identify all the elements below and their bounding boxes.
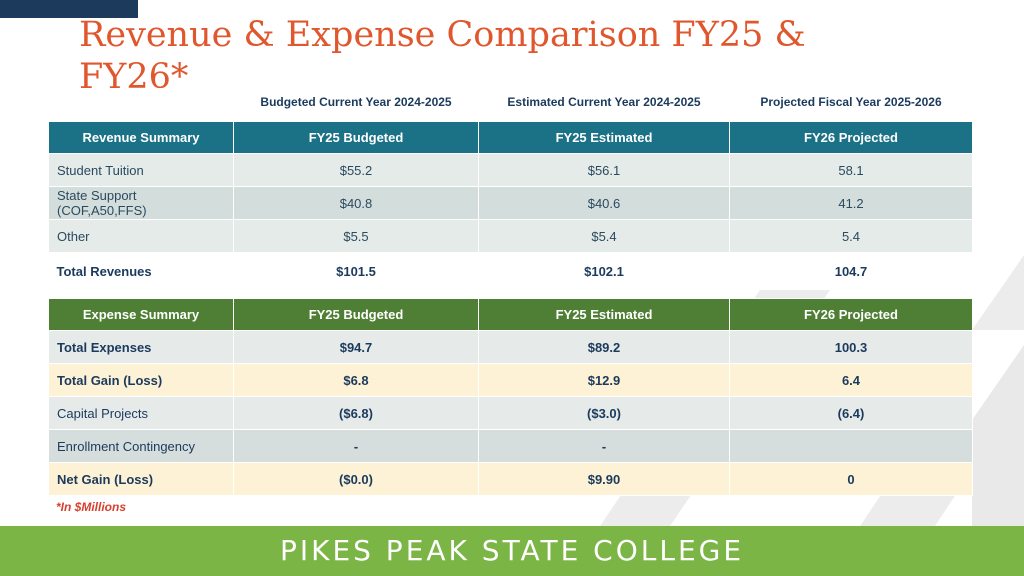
table-cell: $5.5 — [233, 219, 479, 253]
table-cell: $55.2 — [233, 153, 479, 187]
column-heading-projected: Projected Fiscal Year 2025-2026 — [760, 95, 942, 109]
table-cell: (6.4) — [729, 396, 973, 430]
table-row: Net Gain (Loss) ($0.0) $9.90 0 — [48, 462, 973, 496]
row-label: Net Gain (Loss) — [48, 462, 234, 496]
revenue-table: Revenue Summary FY25 Budgeted FY25 Estim… — [48, 121, 973, 290]
table-cell: 104.7 — [729, 252, 973, 290]
revenue-header-row: Revenue Summary FY25 Budgeted FY25 Estim… — [48, 121, 973, 154]
table-cell: 0 — [729, 462, 973, 496]
table-cell: $89.2 — [478, 330, 730, 364]
revenue-summary-header: Revenue Summary — [48, 121, 234, 154]
column-headings: Budgeted Current Year 2024-2025 Estimate… — [0, 95, 1024, 113]
fy25-budgeted-header: FY25 Budgeted — [233, 298, 479, 331]
table-cell: $94.7 — [233, 330, 479, 364]
table-row: Enrollment Contingency - - — [48, 429, 973, 463]
table-cell: $40.8 — [233, 186, 479, 220]
row-label: Total Gain (Loss) — [48, 363, 234, 397]
table-cell: $5.4 — [478, 219, 730, 253]
row-label: Enrollment Contingency — [48, 429, 234, 463]
fy25-estimated-header: FY25 Estimated — [478, 121, 730, 154]
fy26-projected-header: FY26 Projected — [729, 298, 973, 331]
row-label: Total Revenues — [48, 252, 234, 290]
fy25-estimated-header: FY25 Estimated — [478, 298, 730, 331]
table-row: Total Gain (Loss) $6.8 $12.9 6.4 — [48, 363, 973, 397]
table-cell: $56.1 — [478, 153, 730, 187]
row-label: State Support (COF,A50,FFS) — [48, 186, 234, 220]
column-heading-estimated: Estimated Current Year 2024-2025 — [507, 95, 701, 109]
expense-summary-header: Expense Summary — [48, 298, 234, 331]
table-cell: 58.1 — [729, 153, 973, 187]
table-cell: - — [233, 429, 479, 463]
table-row: Capital Projects ($6.8) ($3.0) (6.4) — [48, 396, 973, 430]
table-cell: 6.4 — [729, 363, 973, 397]
row-label: Other — [48, 219, 234, 253]
table-row: Student Tuition $55.2 $56.1 58.1 — [48, 153, 973, 187]
table-cell: 41.2 — [729, 186, 973, 220]
table-cell: ($0.0) — [233, 462, 479, 496]
table-cell: $6.8 — [233, 363, 479, 397]
footnote: *In $Millions — [56, 500, 127, 514]
table-cell: $40.6 — [478, 186, 730, 220]
expense-table: Expense Summary FY25 Budgeted FY25 Estim… — [48, 298, 973, 496]
expense-header-row: Expense Summary FY25 Budgeted FY25 Estim… — [48, 298, 973, 331]
row-label: Student Tuition — [48, 153, 234, 187]
column-heading-budgeted: Budgeted Current Year 2024-2025 — [260, 95, 452, 109]
total-revenues-row: Total Revenues $101.5 $102.1 104.7 — [48, 252, 973, 290]
table-cell: 5.4 — [729, 219, 973, 253]
table-cell: $102.1 — [478, 252, 730, 290]
table-cell — [729, 429, 973, 463]
top-accent-bar — [0, 0, 138, 18]
table-cell: 100.3 — [729, 330, 973, 364]
fy26-projected-header: FY26 Projected — [729, 121, 973, 154]
college-name: PIKES PEAK STATE COLLEGE — [279, 534, 745, 567]
table-cell: ($3.0) — [478, 396, 730, 430]
table-row: Total Expenses $94.7 $89.2 100.3 — [48, 330, 973, 364]
table-cell: ($6.8) — [233, 396, 479, 430]
table-cell: - — [478, 429, 730, 463]
table-cell: $9.90 — [478, 462, 730, 496]
page-title: Revenue & Expense Comparison FY25 & FY26… — [79, 15, 806, 97]
table-row: Other $5.5 $5.4 5.4 — [48, 219, 973, 253]
fy25-budgeted-header: FY25 Budgeted — [233, 121, 479, 154]
footer-band: PIKES PEAK STATE COLLEGE — [0, 526, 1024, 576]
table-cell: $101.5 — [233, 252, 479, 290]
table-cell: $12.9 — [478, 363, 730, 397]
row-label: Capital Projects — [48, 396, 234, 430]
table-row: State Support (COF,A50,FFS) $40.8 $40.6 … — [48, 186, 973, 220]
row-label: Total Expenses — [48, 330, 234, 364]
